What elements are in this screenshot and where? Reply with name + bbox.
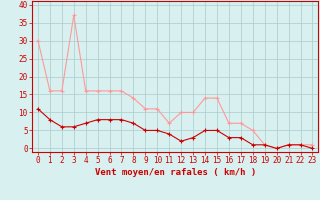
X-axis label: Vent moyen/en rafales ( km/h ): Vent moyen/en rafales ( km/h ): [95, 168, 256, 177]
